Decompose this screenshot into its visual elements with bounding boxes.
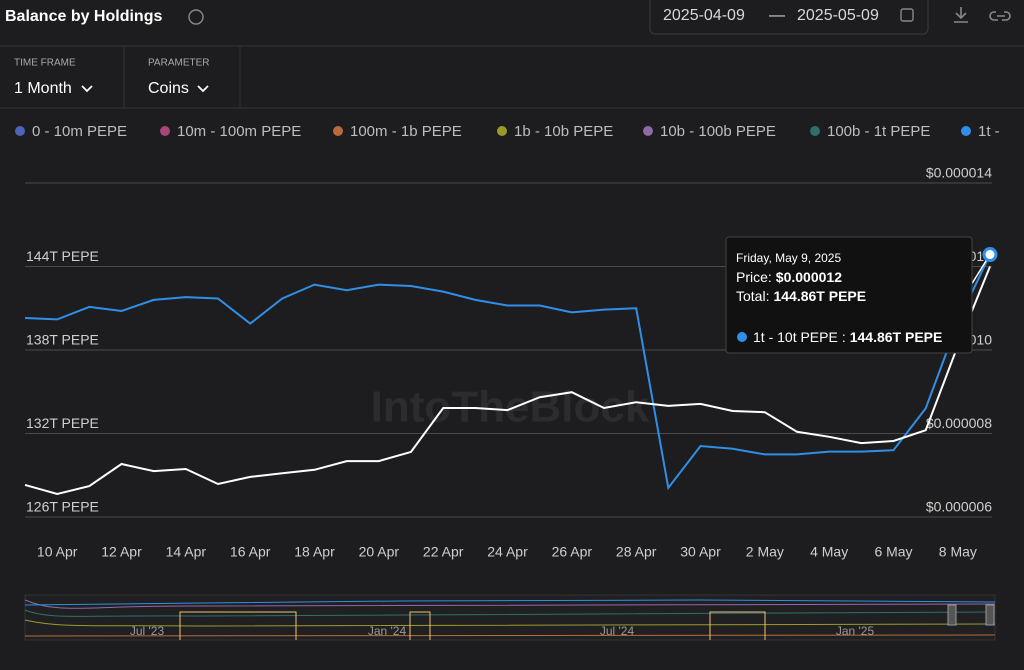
- y-tick-label: 138T PEPE: [26, 332, 99, 348]
- legend-label: 100m - 1b PEPE: [350, 123, 462, 140]
- navigator-label: Jan '24: [368, 624, 407, 638]
- x-tick-label: 20 Apr: [359, 544, 400, 560]
- x-tick-label: 2 May: [746, 544, 784, 560]
- legend-label: 0 - 10m PEPE: [32, 123, 127, 140]
- x-tick-label: 14 Apr: [166, 544, 207, 560]
- legend-dot: [497, 126, 507, 136]
- x-tick-label: 28 Apr: [616, 544, 657, 560]
- tooltip-sep: :: [842, 329, 846, 345]
- tooltip-dot: [737, 332, 747, 342]
- legend-dot: [961, 126, 971, 136]
- legend-dot: [333, 126, 343, 136]
- x-tick-label: 4 May: [810, 544, 848, 560]
- date-from: 2025-04-09: [663, 7, 745, 24]
- series-line: [24, 254, 991, 491]
- x-tick-label: 12 Apr: [101, 544, 142, 560]
- legend-label: 100b - 1t PEPE: [827, 123, 930, 140]
- parameter-select[interactable]: Coins: [148, 80, 189, 97]
- title: Balance by Holdings: [5, 8, 162, 25]
- tooltip-series-name: 1t - 10t PEPE: [753, 329, 838, 345]
- tooltip-value: $0.000012: [776, 269, 842, 285]
- x-tick-label: 16 Apr: [230, 544, 271, 560]
- legend-dot: [15, 126, 25, 136]
- download-icon[interactable]: [954, 7, 968, 23]
- tooltip-date: Friday, May 9, 2025: [736, 251, 841, 265]
- tooltip-label: Price:: [736, 269, 772, 285]
- chevron[interactable]: [81, 85, 93, 93]
- legend-dot: [643, 126, 653, 136]
- calendar-icon[interactable]: [900, 8, 914, 22]
- y2-tick-label: $0.000008: [926, 415, 992, 431]
- legend-label: 1t -: [978, 123, 1000, 140]
- link-icon[interactable]: [989, 11, 1011, 21]
- x-tick-label: 30 Apr: [680, 544, 721, 560]
- hover-point: [982, 247, 998, 263]
- date-to: 2025-05-09: [797, 7, 879, 24]
- x-tick-label: 8 May: [939, 544, 977, 560]
- tooltip-label: Total:: [736, 288, 769, 304]
- navigator-label: Jan '25: [836, 624, 875, 638]
- tooltip-value: 144.86T PEPE: [773, 288, 866, 304]
- legend-label: 10m - 100m PEPE: [177, 123, 301, 140]
- x-tick-label: 10 Apr: [37, 544, 78, 560]
- legend-label: 10b - 100b PEPE: [660, 123, 776, 140]
- tooltip-series-value: 144.86T PEPE: [850, 329, 943, 345]
- navigator-label: Jul '23: [130, 624, 165, 638]
- control-label: TIME FRAME: [14, 58, 76, 69]
- x-tick-label: 6 May: [874, 544, 912, 560]
- chevron[interactable]: [197, 85, 209, 93]
- legend-label: 1b - 10b PEPE: [514, 123, 613, 140]
- tooltip-total: Total: 144.86T PEPE: [736, 288, 866, 304]
- y-tick-label: 126T PEPE: [26, 499, 99, 515]
- y-tick-label: 144T PEPE: [26, 248, 99, 264]
- time-frame-select[interactable]: 1 Month: [14, 80, 72, 97]
- x-tick-label: 24 Apr: [487, 544, 528, 560]
- series-line: [24, 266, 991, 496]
- tooltip-series: 1t - 10t PEPE:144.86T PEPE: [753, 329, 942, 345]
- y2-tick-label: $0.000014: [926, 165, 992, 181]
- y2-tick-label: $0.000006: [926, 499, 992, 515]
- navigator[interactable]: [24, 594, 996, 641]
- x-tick-label: 26 Apr: [552, 544, 593, 560]
- tooltip-price: Price: $0.000012: [736, 269, 842, 285]
- x-tick-label: 22 Apr: [423, 544, 464, 560]
- date-range[interactable]: [649, 0, 929, 35]
- help-icon[interactable]: [188, 9, 204, 25]
- y-tick-label: 132T PEPE: [26, 415, 99, 431]
- legend-dot: [160, 126, 170, 136]
- date-sep: —: [769, 7, 785, 24]
- x-tick-label: 18 Apr: [294, 544, 335, 560]
- control-label: PARAMETER: [148, 58, 210, 69]
- tooltip-box: [725, 236, 973, 354]
- legend-dot: [810, 126, 820, 136]
- tooltip: Friday, May 9, 2025 Price: $0.000012 Total:…: [725, 236, 973, 354]
- navigator-label: Jul '24: [600, 624, 635, 638]
